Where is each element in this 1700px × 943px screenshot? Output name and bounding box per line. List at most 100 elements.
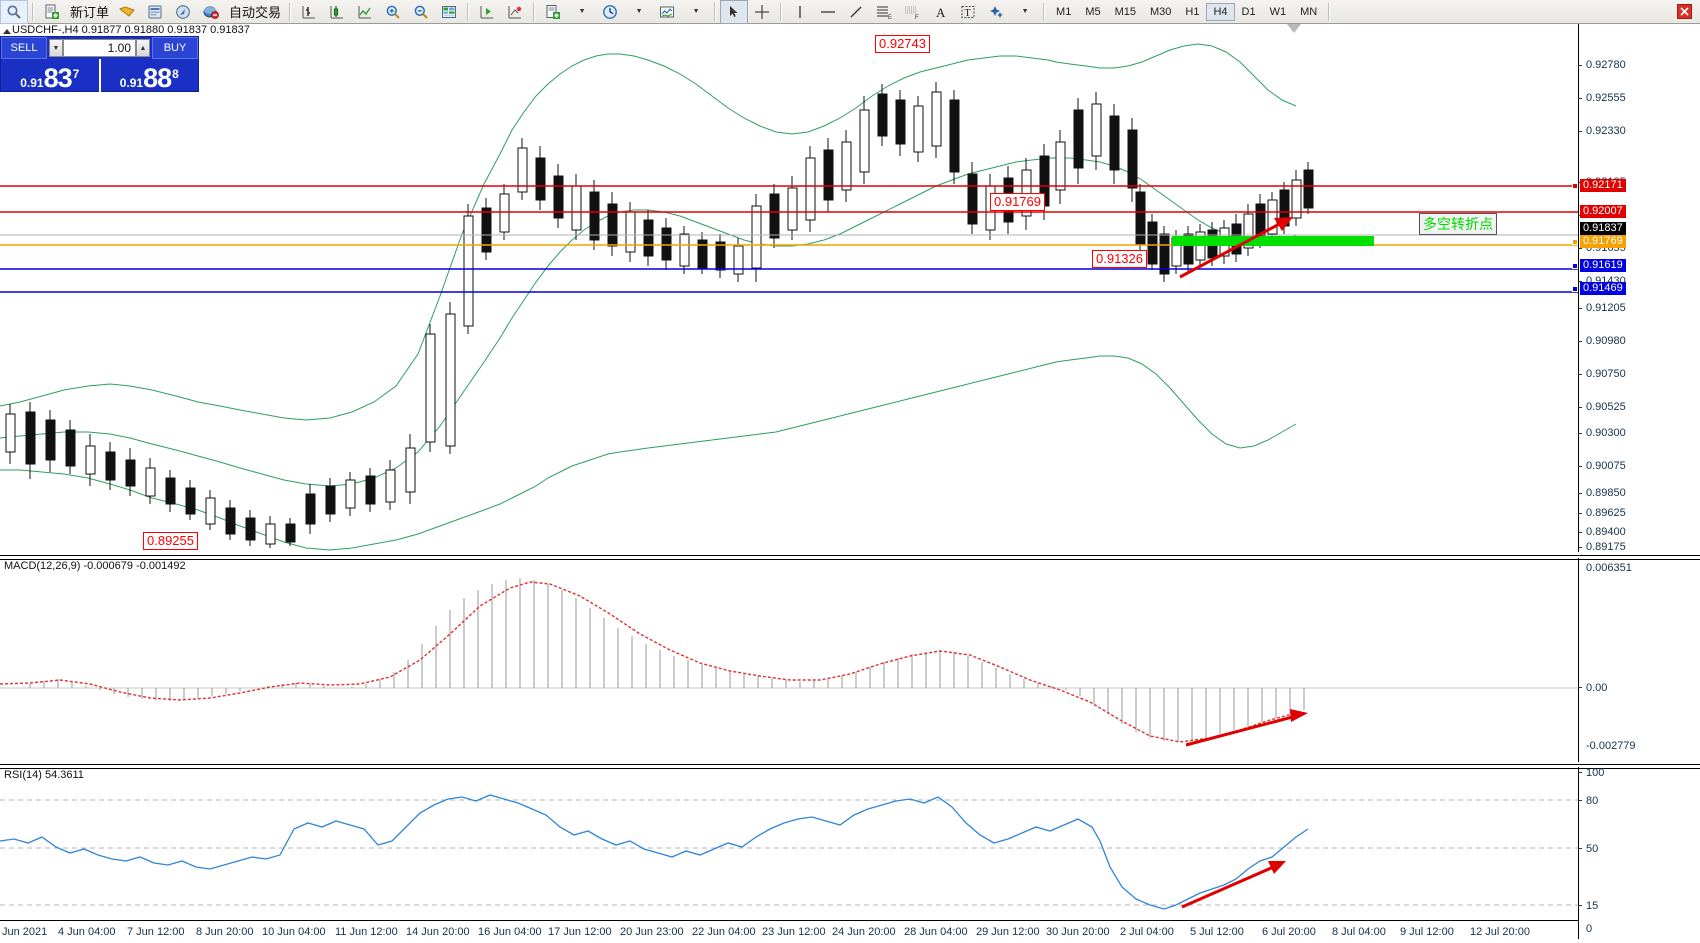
cursor-icon[interactable] bbox=[720, 0, 749, 24]
macd-axis-line bbox=[1578, 558, 1579, 762]
folder-icon[interactable] bbox=[113, 0, 141, 24]
time-tick-12: 24 Jun 20:00 bbox=[832, 926, 896, 938]
time-tick-5: 11 Jun 12:00 bbox=[335, 926, 398, 938]
price-tick-10: 0.90525 bbox=[1586, 401, 1626, 413]
trendline-icon[interactable] bbox=[842, 0, 870, 24]
bollinger-middle-band bbox=[0, 157, 1297, 487]
price-chart-svg bbox=[0, 43, 1578, 551]
periods-chevron-down-icon[interactable]: ▼ bbox=[635, 8, 643, 15]
sell-price-prefix: 0.91 bbox=[20, 76, 44, 90]
sell-price[interactable]: 0.91 83 7 bbox=[1, 59, 99, 92]
price-pane[interactable]: 0.92743 0.91769 0.91326 0.89255 多空转折点 bbox=[0, 34, 1700, 553]
zoom-in-icon[interactable] bbox=[379, 0, 407, 24]
close-icon[interactable] bbox=[1670, 0, 1698, 24]
search-icon[interactable] bbox=[0, 0, 28, 24]
resistance-tag-1-handle[interactable] bbox=[1572, 183, 1578, 189]
templates-chevron-down-icon[interactable]: ▼ bbox=[692, 8, 700, 15]
rsi-line bbox=[0, 794, 1309, 910]
timeframe-h4[interactable]: H4 bbox=[1206, 2, 1235, 21]
price-tick-16: 0.89175 bbox=[1586, 541, 1626, 553]
vline-icon[interactable] bbox=[786, 0, 814, 24]
candlestick-chart-icon[interactable] bbox=[323, 0, 351, 24]
timeframe-h1[interactable]: H1 bbox=[1185, 5, 1200, 18]
indicators-chevron-down-icon[interactable]: ▼ bbox=[578, 8, 586, 15]
price-tick-2: 0.92330 bbox=[1586, 125, 1626, 137]
price-tick-12: 0.90075 bbox=[1586, 460, 1626, 472]
time-tick-17: 5 Jul 12:00 bbox=[1190, 926, 1244, 938]
annotation-low-swing[interactable]: 0.89255 bbox=[143, 532, 198, 550]
bar-chart-icon[interactable] bbox=[295, 0, 323, 24]
new-order-label[interactable]: 新订单 bbox=[70, 5, 110, 20]
templates-icon[interactable] bbox=[653, 0, 681, 24]
volume-decrease-button[interactable]: ▼ bbox=[49, 39, 63, 57]
objects-icon[interactable] bbox=[982, 0, 1010, 24]
periods-icon[interactable] bbox=[596, 0, 624, 24]
candlestick-series bbox=[5, 82, 1314, 548]
rsi-tick-50: 50 bbox=[1586, 843, 1599, 855]
timeframe-d1[interactable]: D1 bbox=[1241, 5, 1256, 18]
crosshair-icon[interactable] bbox=[748, 0, 776, 24]
macd-pane[interactable]: MACD(12,26,9) -0.000679 -0.001492 bbox=[0, 560, 1700, 762]
autotrade-icon[interactable] bbox=[197, 0, 225, 24]
sell-button[interactable]: SELL bbox=[1, 37, 47, 59]
annotation-low-recent[interactable]: 0.91326 bbox=[1092, 250, 1147, 268]
volume-input[interactable]: 1.00 bbox=[63, 39, 136, 57]
chart-shift-marker-icon[interactable] bbox=[1287, 24, 1301, 33]
pane-separator-macd[interactable] bbox=[0, 555, 1700, 560]
autotrade-label[interactable]: 自动交易 bbox=[229, 5, 282, 20]
resistance-tag-2[interactable]: 0.92007 bbox=[1580, 205, 1626, 218]
buy-button[interactable]: BUY bbox=[152, 37, 198, 59]
support-tag-1[interactable]: 0.91619 bbox=[1580, 259, 1626, 272]
svg-text:F: F bbox=[915, 15, 919, 20]
support-tag-1-handle[interactable] bbox=[1572, 263, 1578, 269]
rsi-tick-100: 100 bbox=[1586, 767, 1605, 779]
text-icon[interactable]: A bbox=[926, 0, 954, 24]
navigator-icon[interactable] bbox=[169, 0, 197, 24]
volume-increase-button[interactable]: ▲ bbox=[136, 39, 150, 57]
timeframe-mn[interactable]: MN bbox=[1300, 5, 1318, 18]
time-axis[interactable]: Jun 2021 4 Jun 04:00 7 Jun 12:00 8 Jun 2… bbox=[0, 920, 1578, 943]
timeframe-m30[interactable]: M30 bbox=[1150, 5, 1172, 18]
bollinger-upper-band bbox=[0, 43, 1297, 421]
line-chart-icon[interactable] bbox=[351, 0, 379, 24]
pane-separator-rsi[interactable] bbox=[0, 764, 1700, 769]
macd-trend-arrow bbox=[1185, 709, 1308, 747]
buy-price[interactable]: 0.91 88 8 bbox=[98, 59, 199, 93]
toolbar-separator bbox=[32, 2, 34, 21]
support-tag-2-handle[interactable] bbox=[1572, 286, 1578, 292]
indicators-icon[interactable] bbox=[539, 0, 567, 24]
svg-text:E: E bbox=[888, 15, 892, 20]
shift-end-icon[interactable] bbox=[473, 0, 501, 24]
zoom-out-icon[interactable] bbox=[407, 0, 435, 24]
price-axis-labels[interactable]: 0.92780 0.92555 0.92330 0.92105 0.91880 … bbox=[1572, 24, 1700, 553]
time-tick-1: 4 Jun 04:00 bbox=[58, 926, 116, 938]
annotation-turning-point[interactable]: 多空转折点 bbox=[1419, 213, 1497, 235]
fibo-icon[interactable]: E bbox=[870, 0, 898, 24]
channel-icon[interactable]: F bbox=[898, 0, 926, 24]
chart-up-triangle-icon bbox=[3, 29, 11, 34]
timeframe-m1[interactable]: M1 bbox=[1056, 5, 1072, 18]
rsi-pane[interactable]: RSI(14) 54.3611 bbox=[0, 769, 1700, 939]
hline-icon[interactable] bbox=[814, 0, 842, 24]
time-tick-11: 23 Jun 12:00 bbox=[762, 926, 826, 938]
time-tick-2: 7 Jun 12:00 bbox=[127, 926, 185, 938]
annotation-pivot[interactable]: 0.91769 bbox=[990, 193, 1045, 211]
chart-area[interactable]: USDCHF-,H4 0.91877 0.91880 0.91837 0.918… bbox=[0, 24, 1700, 942]
data-window-icon[interactable] bbox=[435, 0, 463, 24]
resistance-tag-1[interactable]: 0.92171 bbox=[1580, 179, 1626, 192]
one-click-trading-panel[interactable]: SELL ▼ 1.00 ▲ BUY 0.91 83 7 0.91 88 8 bbox=[0, 36, 199, 92]
timeframe-w1[interactable]: W1 bbox=[1269, 5, 1287, 18]
autoscroll-icon[interactable] bbox=[501, 0, 529, 24]
pivot-tag-handle[interactable] bbox=[1572, 239, 1578, 245]
new-order-icon[interactable] bbox=[38, 0, 66, 24]
terminal-icon[interactable] bbox=[141, 0, 169, 24]
pivot-tag[interactable]: 0.91769 bbox=[1580, 235, 1626, 248]
timeframe-m5[interactable]: M5 bbox=[1085, 5, 1101, 18]
support-tag-2[interactable]: 0.91469 bbox=[1580, 282, 1626, 295]
objects-chevron-down-icon[interactable]: ▼ bbox=[1021, 8, 1029, 15]
timeframe-m15[interactable]: M15 bbox=[1114, 5, 1136, 18]
label-icon[interactable]: T bbox=[954, 0, 982, 24]
volume-control[interactable]: ▼ 1.00 ▲ bbox=[47, 37, 152, 59]
annotation-high[interactable]: 0.92743 bbox=[875, 35, 930, 53]
buy-price-big: 88 bbox=[143, 63, 172, 93]
